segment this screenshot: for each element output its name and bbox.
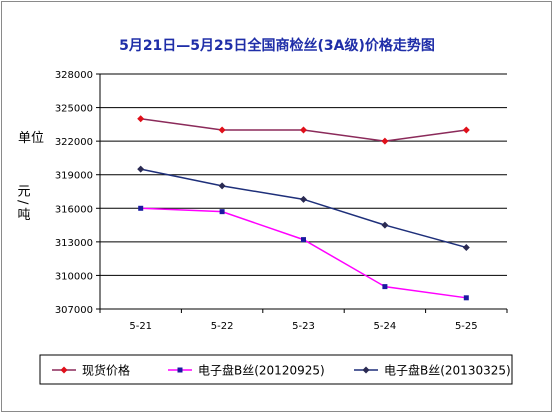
series-2 bbox=[138, 205, 469, 301]
legend-swatch-marker bbox=[362, 366, 370, 374]
y-tick-label: 322000 bbox=[55, 137, 93, 148]
y-axis-label-bottom: 元/吨 bbox=[15, 184, 31, 223]
series-3 bbox=[137, 165, 470, 251]
data-point bbox=[462, 126, 470, 134]
data-point bbox=[462, 243, 470, 251]
y-axis-label-top: 单位 bbox=[18, 131, 44, 146]
legend-entry-2: 电子盘B丝(20120925) bbox=[168, 363, 325, 378]
data-point bbox=[219, 209, 225, 215]
legend: 现货价格 电子盘B丝(20120925) 电子盘B丝(20130325) bbox=[52, 363, 511, 378]
data-point bbox=[463, 295, 469, 301]
y-tick-label: 325000 bbox=[55, 104, 93, 115]
data-point bbox=[137, 165, 145, 173]
legend-label: 电子盘B丝(20120925) bbox=[198, 363, 325, 378]
legend-box bbox=[39, 354, 513, 385]
data-point bbox=[381, 221, 389, 229]
data-point bbox=[218, 126, 226, 134]
legend-entry-1: 现货价格 bbox=[52, 363, 130, 378]
chart-title: 5月21日—5月25日全国商检丝(3A级)价格走势图 bbox=[119, 37, 435, 54]
data-point bbox=[300, 126, 307, 134]
data-point bbox=[300, 195, 307, 203]
legend-swatch-marker bbox=[60, 366, 68, 374]
legend-swatch-marker bbox=[177, 367, 183, 373]
series-1 bbox=[137, 115, 470, 145]
x-tick-label: 5-25 bbox=[455, 321, 478, 332]
data-point bbox=[218, 182, 226, 190]
plot-area bbox=[100, 74, 507, 309]
legend-label: 电子盘B丝(20130325) bbox=[384, 363, 511, 378]
axes: 328000 325000 322000 319000 316000 313000 3100… bbox=[55, 70, 508, 332]
y-tick-label: 319000 bbox=[55, 171, 93, 182]
x-tick-label: 5-23 bbox=[292, 321, 315, 332]
y-tick-label: 316000 bbox=[55, 204, 93, 215]
legend-label: 现货价格 bbox=[82, 363, 130, 378]
data-point bbox=[382, 284, 388, 290]
y-tick-label: 313000 bbox=[55, 238, 93, 249]
data-point bbox=[301, 237, 306, 243]
x-tick-label: 5-24 bbox=[374, 321, 397, 332]
data-point bbox=[138, 205, 144, 211]
x-tick-label: 5-22 bbox=[211, 321, 234, 332]
legend-entry-3: 电子盘B丝(20130325) bbox=[354, 363, 511, 378]
series-layer bbox=[137, 115, 470, 301]
data-point bbox=[381, 137, 389, 145]
x-tick-label: 5-21 bbox=[129, 321, 152, 332]
y-tick-label: 307000 bbox=[55, 305, 93, 316]
y-tick-label: 310000 bbox=[55, 271, 93, 282]
data-point bbox=[137, 115, 145, 123]
y-tick-label: 328000 bbox=[55, 70, 93, 81]
